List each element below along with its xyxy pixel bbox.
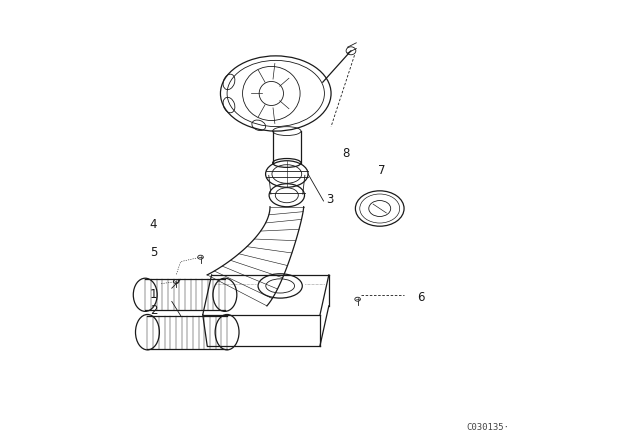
Text: 5: 5 [150,246,157,259]
Text: C030135·: C030135· [467,423,509,432]
Text: 8: 8 [342,146,349,159]
Text: 2: 2 [150,304,157,317]
Text: 1: 1 [150,289,157,302]
Text: 4: 4 [150,217,157,231]
Text: 3: 3 [326,193,334,206]
Text: 7: 7 [378,164,385,177]
Text: 6: 6 [417,290,425,303]
